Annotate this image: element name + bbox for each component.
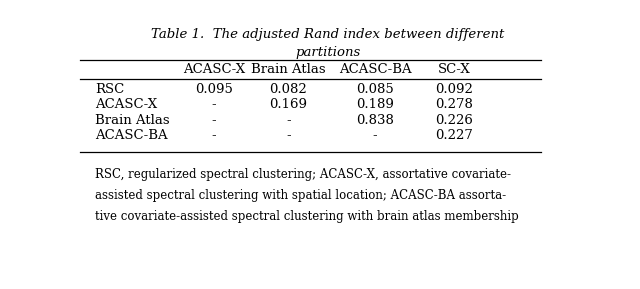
Text: Brain Atlas: Brain Atlas: [251, 63, 326, 76]
Text: ACASC-X: ACASC-X: [95, 98, 157, 111]
Text: -: -: [212, 114, 216, 127]
Text: Table 1.  The adjusted Rand index between different: Table 1. The adjusted Rand index between…: [151, 28, 505, 41]
Text: partitions: partitions: [296, 46, 360, 59]
Text: 0.838: 0.838: [356, 114, 394, 127]
Text: 0.226: 0.226: [436, 114, 474, 127]
Text: -: -: [212, 129, 216, 142]
Text: ACASC-BA: ACASC-BA: [339, 63, 412, 76]
Text: 0.169: 0.169: [269, 98, 307, 111]
Text: SC-X: SC-X: [438, 63, 471, 76]
Text: ACASC-BA: ACASC-BA: [95, 129, 168, 142]
Text: 0.278: 0.278: [436, 98, 474, 111]
Text: 0.085: 0.085: [356, 83, 394, 96]
Text: tive covariate-assisted spectral clustering with brain atlas membership: tive covariate-assisted spectral cluster…: [95, 210, 518, 223]
Text: RSC: RSC: [95, 83, 124, 96]
Text: 0.092: 0.092: [436, 83, 474, 96]
Text: 0.227: 0.227: [436, 129, 474, 142]
Text: 0.082: 0.082: [269, 83, 307, 96]
Text: assisted spectral clustering with spatial location; ACASC-BA assorta-: assisted spectral clustering with spatia…: [95, 189, 506, 202]
Text: ACASC-X: ACASC-X: [183, 63, 245, 76]
Text: RSC, regularized spectral clustering; ACASC-X, assortative covariate-: RSC, regularized spectral clustering; AC…: [95, 168, 511, 181]
Text: -: -: [286, 129, 291, 142]
Text: -: -: [286, 114, 291, 127]
Text: -: -: [373, 129, 378, 142]
Text: -: -: [212, 98, 216, 111]
Text: Brain Atlas: Brain Atlas: [95, 114, 170, 127]
Text: 0.189: 0.189: [356, 98, 394, 111]
Text: 0.095: 0.095: [195, 83, 233, 96]
